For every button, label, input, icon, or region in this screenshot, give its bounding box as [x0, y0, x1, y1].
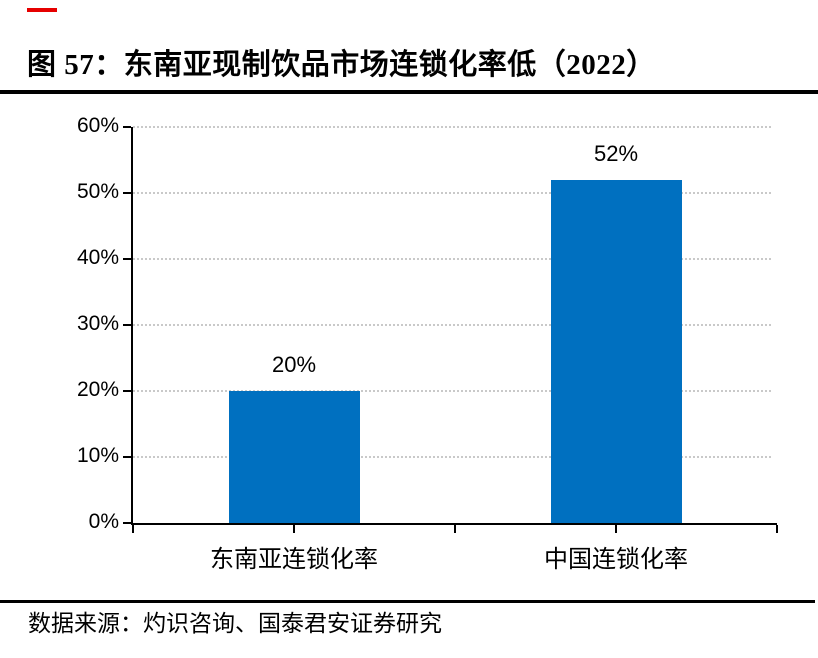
gridline: [133, 456, 771, 458]
x-axis-tick: [454, 525, 456, 533]
x-axis-tick: [132, 525, 134, 533]
title-divider-rule: [0, 90, 818, 94]
gridline: [133, 390, 771, 392]
bar-value-label: 20%: [271, 352, 317, 377]
gridline: [133, 324, 771, 326]
y-axis-label: 20%: [76, 378, 119, 401]
bar-value-label: 52%: [593, 140, 639, 166]
y-axis-tick: [123, 126, 131, 128]
data-source-note: 数据来源：灼识咨询、国泰君安证券研究: [28, 611, 442, 636]
y-axis-tick: [123, 192, 131, 194]
y-axis-label: 60%: [76, 114, 119, 137]
y-axis-tick: [123, 324, 131, 326]
x-axis-tick: [776, 525, 778, 533]
y-axis-tick: [123, 390, 131, 392]
figure-title: 图 57：东南亚现制饮品市场连锁化率低（2022）: [27, 49, 656, 81]
x-category-label: 东南亚连锁化率: [210, 546, 378, 573]
x-category-label: 中国连锁化率: [544, 546, 688, 573]
y-axis-tick: [123, 522, 131, 524]
y-axis-tick: [123, 456, 131, 458]
gridline: [133, 192, 771, 194]
x-axis-tick: [293, 525, 295, 533]
footer-divider-rule: [0, 600, 815, 603]
top-red-dash: [27, 8, 57, 12]
y-axis-label: 0%: [88, 510, 119, 533]
chart-bar: [550, 179, 682, 523]
y-axis-label: 40%: [76, 246, 119, 269]
y-axis-label: 30%: [76, 312, 119, 335]
bar-chart-plot-area: 0% 10% 20% 30% 40% 50% 60% 20% 东南亚连锁化率 52% 中国连锁化率: [77, 114, 778, 573]
y-axis-tick: [123, 258, 131, 260]
gridline: [133, 126, 771, 128]
chart-bar: [228, 391, 360, 523]
y-axis-label: 50%: [76, 180, 119, 203]
gridline: [133, 258, 771, 260]
x-axis-tick: [615, 525, 617, 533]
y-axis-label: 10%: [76, 444, 119, 467]
